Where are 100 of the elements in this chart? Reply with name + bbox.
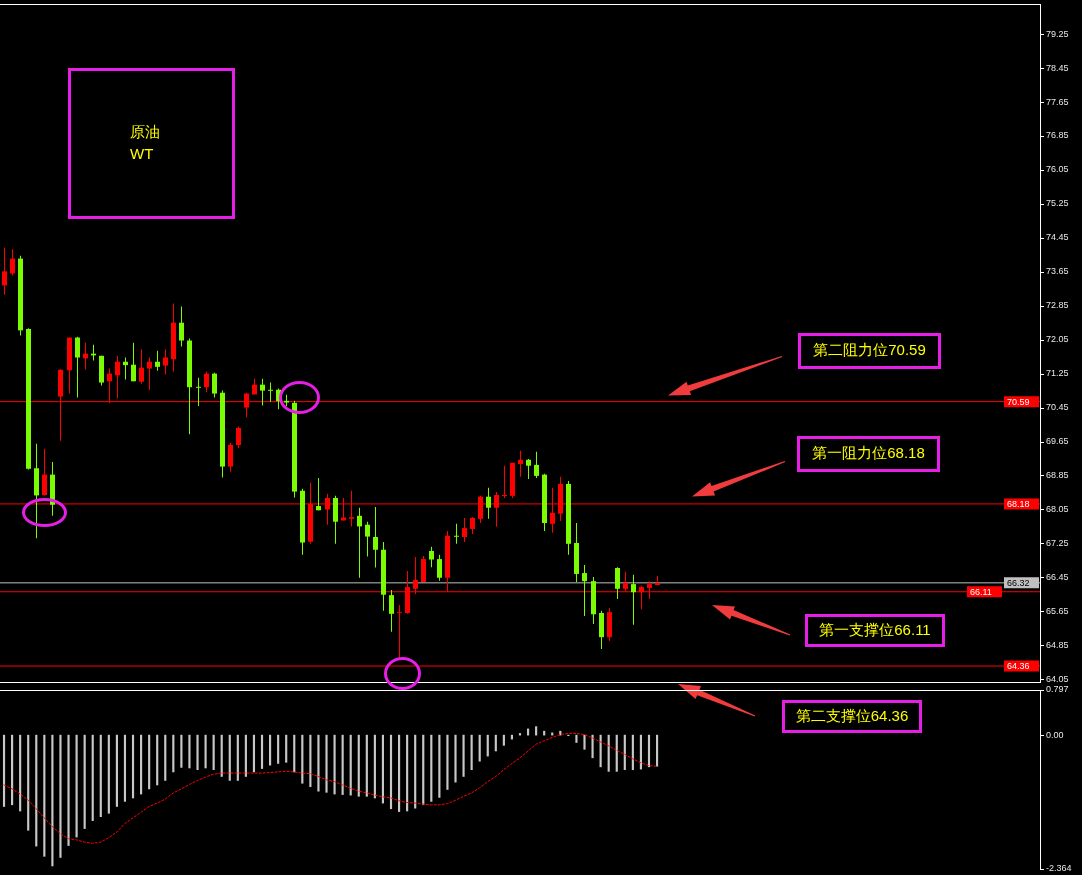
bar (11, 734, 14, 806)
bar (535, 726, 538, 736)
ref-line-label: 70.59 (1007, 396, 1030, 407)
bar (99, 734, 102, 818)
bar (27, 734, 30, 831)
bar (148, 734, 151, 790)
annotation: 第一阻力位68.18 (797, 435, 940, 472)
annotation: 第二阻力位70.59 (798, 332, 941, 369)
bar (196, 734, 199, 771)
bar (607, 734, 610, 772)
y-tick-label: 72.05 (1046, 334, 1069, 345)
bar (502, 734, 505, 746)
bar (389, 734, 393, 810)
bar (285, 734, 288, 763)
bar (123, 734, 127, 802)
bar (349, 734, 352, 796)
y-tick-label: 65.65 (1046, 605, 1069, 616)
bar (244, 734, 247, 777)
y-tick-label: 0.00 (1046, 729, 1064, 740)
bar (212, 734, 215, 771)
y-tick-label: 75.25 (1046, 198, 1069, 209)
y-tick-label: 68.05 (1046, 503, 1069, 514)
bar (67, 734, 70, 846)
bar (583, 734, 586, 750)
bar (115, 734, 118, 807)
bar (164, 734, 167, 781)
bar (446, 734, 449, 790)
bar (325, 734, 328, 793)
bar (462, 734, 465, 777)
ref-line-label: 66.32 (1007, 577, 1030, 588)
bar (172, 734, 175, 773)
y-tick-label: 69.65 (1046, 436, 1069, 447)
y-tick-label: 76.85 (1046, 130, 1069, 141)
bar (51, 734, 54, 867)
y-tick-label: 67.25 (1046, 537, 1069, 548)
bar (236, 734, 239, 781)
bar (260, 734, 264, 769)
bar (365, 734, 368, 797)
bar (615, 734, 618, 772)
bar (655, 734, 659, 767)
bar (373, 734, 376, 799)
candlestick (397, 604, 402, 660)
ref-line-label: 68.18 (1007, 498, 1030, 509)
line-series (3, 732, 658, 844)
bar (397, 734, 401, 812)
bar (107, 734, 110, 814)
bar (478, 734, 481, 762)
annotation: 第二支撑位64.36 (782, 700, 922, 734)
candlestick (454, 523, 459, 544)
bar (43, 734, 46, 857)
bar (204, 734, 207, 769)
annotation: 第一支撑位66.11 (805, 613, 945, 647)
candlestick (196, 377, 201, 406)
bar (430, 734, 433, 802)
bar (333, 734, 336, 795)
bar (75, 734, 78, 838)
bar (293, 734, 296, 773)
bar (317, 734, 320, 792)
bar (414, 734, 417, 809)
y-tick-label: 72.85 (1046, 300, 1069, 311)
bar (59, 734, 62, 858)
bar (91, 734, 94, 821)
bar (357, 734, 360, 797)
y-tick-label: 71.25 (1046, 368, 1069, 379)
ref-line-label: 66.11 (970, 586, 992, 597)
bar (277, 734, 280, 764)
bar (228, 734, 231, 781)
bar (647, 734, 651, 768)
ref-line-label: 64.36 (1007, 661, 1030, 672)
bar (2, 734, 6, 807)
bar (19, 734, 22, 812)
bar (156, 734, 159, 786)
y-tick-label: -2.364 (1046, 863, 1072, 874)
candlestick (502, 465, 507, 498)
bar (301, 734, 304, 784)
bar (188, 734, 191, 769)
y-tick-label: 79.25 (1046, 28, 1069, 39)
y-tick-label: 76.05 (1046, 164, 1069, 175)
candlestick (268, 382, 273, 402)
bar (83, 734, 86, 829)
bar (406, 734, 409, 812)
bar (470, 734, 473, 771)
bar (131, 734, 135, 799)
y-tick-label: 73.65 (1046, 266, 1069, 277)
bar (422, 734, 425, 806)
y-tick-label: 66.45 (1046, 571, 1069, 582)
y-tick-label: 64.85 (1046, 639, 1069, 650)
bar (252, 734, 256, 773)
text: 原油 WT (68, 68, 235, 219)
y-tick-label: 77.65 (1046, 96, 1069, 107)
y-tick-label: 0.797 (1046, 684, 1069, 695)
y-tick-label: 68.85 (1046, 469, 1069, 480)
bar (269, 734, 272, 766)
y-tick-label: 64.05 (1046, 673, 1069, 684)
bar (180, 734, 183, 768)
y-tick-label: 78.45 (1046, 62, 1069, 73)
bar (309, 734, 312, 787)
bar (454, 734, 457, 783)
y-tick-label: 70.45 (1046, 402, 1069, 413)
bar (140, 734, 143, 795)
